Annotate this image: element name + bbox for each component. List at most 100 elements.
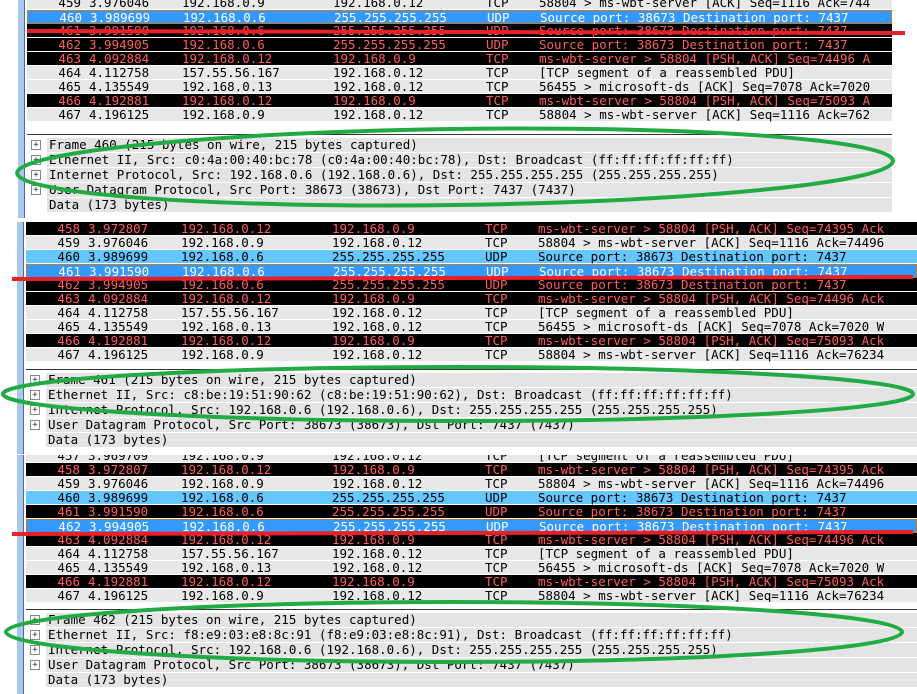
packet-time: 4.092884 [88,533,149,547]
packet-proto: UDP [486,24,509,38]
packet-info: Source port: 38673 Destination port: 743… [538,491,847,505]
packet-row[interactable]: 457 3.969709 192.168.0.9 192.168.0.12 TCP [TC… [26,455,917,463]
packet-row[interactable]: 459 3.976046 192.168.0.9 192.168.0.12 TCP 588… [26,477,917,491]
packet-row[interactable]: 460 3.989699 192.168.0.6 255.255.255.255 UDP… [26,250,917,264]
packet-info: 58804 > ms-wbt-server [ACK] Seq=1116 Ack… [539,0,871,10]
detail-row[interactable]: + Frame 461 (215 bytes on wire, 215 bytes… [26,373,917,387]
expand-plus-icon[interactable]: + [30,660,40,670]
detail-row[interactable]: + User Datagram Protocol, Src Port: 38673… [27,183,892,197]
packet-row[interactable]: 461 3.991590 192.168.0.6 255.255.255.255 UDP… [27,24,892,38]
packet-proto: UDP [486,38,509,52]
packet-row[interactable]: 460 3.989699 192.168.0.6 255.255.255.255 UDP… [26,491,917,505]
packet-row[interactable]: 461 3.991590 192.168.0.6 255.255.255.255 UDP… [26,264,917,279]
packet-src: 192.168.0.6 [181,491,264,505]
packet-row[interactable]: 463 4.092884 192.168.0.12 192.168.0.9 TCP ms-… [26,533,917,547]
packet-row[interactable]: 465 4.135549 192.168.0.13 192.168.0.12 TCP 56… [26,320,917,334]
packet-no: 458 [57,463,80,477]
packet-time: 3.994905 [89,38,150,52]
detail-row[interactable]: Data (173 bytes) [26,433,917,447]
packet-no: 463 [58,52,81,66]
detail-row[interactable]: + User Datagram Protocol, Src Port: 38673… [26,418,917,432]
expand-plus-icon[interactable]: + [30,630,40,640]
detail-row[interactable]: + Frame 460 (215 bytes on wire, 215 bytes… [27,138,892,152]
packet-row[interactable]: 464 4.112758 157.55.56.167 192.168.0.12 TCP [… [27,66,892,80]
expand-plus-icon[interactable]: + [30,390,40,400]
packet-proto: UDP [485,505,508,519]
packet-row[interactable]: 465 4.135549 192.168.0.13 192.168.0.12 TCP 56… [26,561,917,575]
packet-proto: TCP [485,575,508,589]
packet-info: Source port: 38673 Destination port: 743… [538,250,847,264]
packet-proto: TCP [486,80,509,94]
detail-row[interactable]: + Ethernet II, Src: c0:4a:00:40:bc:78 (c0… [27,153,892,167]
detail-row[interactable]: + Frame 462 (215 bytes on wire, 215 bytes… [26,613,917,627]
detail-row[interactable]: + Internet Protocol, Src: 192.168.0.6 (19… [27,168,892,182]
expand-plus-icon[interactable]: + [30,405,40,415]
packet-details[interactable]: + Frame 461 (215 bytes on wire, 215 bytes… [26,369,917,454]
packet-time: 4.192881 [89,94,150,108]
packet-details[interactable]: + Frame 460 (215 bytes on wire, 215 bytes… [27,134,892,218]
packet-row[interactable]: 464 4.112758 157.55.56.167 192.168.0.12 TCP [… [26,547,917,561]
detail-row[interactable]: + Internet Protocol, Src: 192.168.0.6 (19… [26,643,917,657]
packet-proto: TCP [485,561,508,575]
detail-row[interactable]: + Ethernet II, Src: f8:e9:03:e8:8c:91 (f8… [26,628,917,642]
packet-row[interactable]: 460 3.989699 192.168.0.6 255.255.255.255 UDP… [27,10,892,25]
expand-plus-icon[interactable]: + [31,170,41,180]
packet-row[interactable]: 462 3.994905 192.168.0.6 255.255.255.255 UDP… [26,278,917,292]
expand-plus-icon[interactable]: + [31,140,41,150]
detail-row[interactable]: Data (173 bytes) [27,198,892,212]
packet-row[interactable]: 458 3.972807 192.168.0.12 192.168.0.9 TCP ms-… [26,222,917,236]
packet-row[interactable]: 466 4.192881 192.168.0.12 192.168.0.9 TCP ms-… [26,334,917,348]
packet-row[interactable]: 461 3.991590 192.168.0.6 255.255.255.255 UDP… [26,505,917,519]
packet-row[interactable]: 463 4.092884 192.168.0.12 192.168.0.9 TCP ms-… [27,52,892,66]
packet-proto: TCP [485,589,508,602]
packet-list[interactable]: 458 3.972807 192.168.0.12 192.168.0.9 TCP ms-… [26,222,917,362]
packet-src: 192.168.0.12 [181,533,272,547]
packet-row[interactable]: 463 4.092884 192.168.0.12 192.168.0.9 TCP ms-… [26,292,917,306]
packet-row[interactable]: 467 4.196125 192.168.0.9 192.168.0.12 TCP 588… [26,589,917,602]
detail-row[interactable]: + Internet Protocol, Src: 192.168.0.6 (19… [26,403,917,417]
packet-list[interactable]: 457 3.969709 192.168.0.9 192.168.0.12 TCP [TC… [26,455,917,602]
packet-row[interactable]: 467 4.196125 192.168.0.9 192.168.0.12 TCP 588… [26,348,917,362]
packet-row[interactable]: 467 4.196125 192.168.0.9 192.168.0.12 TCP 588… [27,108,892,122]
packet-row[interactable]: 466 4.192881 192.168.0.12 192.168.0.9 TCP ms-… [26,575,917,589]
packet-row[interactable]: 459 3.976046 192.168.0.9 192.168.0.12 TCP 588… [27,0,892,10]
detail-row[interactable]: + User Datagram Protocol, Src Port: 38673… [26,658,917,672]
packet-dst: 192.168.0.9 [332,222,415,236]
detail-row[interactable]: + Ethernet II, Src: c8:be:19:51:90:62 (c8… [26,388,917,402]
packet-info: [TCP segment of a reassembled PDU] [538,455,794,463]
packet-dst: 192.168.0.12 [332,306,423,320]
packet-row[interactable]: 462 3.994905 192.168.0.6 255.255.255.255 UDP… [26,519,917,534]
packet-row[interactable]: 462 3.994905 192.168.0.6 255.255.255.255 UDP… [27,38,892,52]
expand-plus-icon[interactable]: + [31,155,41,165]
packet-no: 459 [58,0,81,10]
window-border [17,222,24,454]
packet-time: 3.991590 [89,24,150,38]
detail-row[interactable]: Data (173 bytes) [26,673,917,687]
packet-proto: TCP [486,52,509,66]
packet-src: 157.55.56.167 [181,547,279,561]
packet-row[interactable]: 458 3.972807 192.168.0.12 192.168.0.9 TCP ms-… [26,463,917,477]
packet-row[interactable]: 465 4.135549 192.168.0.13 192.168.0.12 TCP 56… [27,80,892,94]
expand-plus-icon[interactable]: + [31,185,41,195]
packet-row[interactable]: 464 4.112758 157.55.56.167 192.168.0.12 TCP [… [26,306,917,320]
packet-proto: TCP [486,66,509,80]
packet-src: 157.55.56.167 [181,306,279,320]
packet-row[interactable]: 466 4.192881 192.168.0.12 192.168.0.9 TCP ms-… [27,94,892,108]
detail-text: Frame 461 (215 bytes on wire, 215 bytes … [46,373,917,387]
expand-plus-icon[interactable]: + [30,420,40,430]
expand-plus-icon[interactable]: + [30,645,40,655]
expand-plus-icon[interactable]: + [30,375,40,385]
packet-row[interactable]: 459 3.976046 192.168.0.9 192.168.0.12 TCP 588… [26,236,917,250]
packet-list[interactable]: 459 3.976046 192.168.0.9 192.168.0.12 TCP 588… [27,0,892,128]
packet-src: 192.168.0.12 [181,222,272,236]
packet-dst: 192.168.0.12 [333,66,424,80]
packet-dst: 192.168.0.12 [332,561,423,575]
packet-src: 192.168.0.6 [182,38,265,52]
packet-info: 56455 > microsoft-ds [ACK] Seq=7078 Ack=… [538,320,885,334]
packet-info: 56455 > microsoft-ds [ACK] Seq=7078 Ack=… [539,80,871,94]
expand-plus-icon[interactable]: + [30,615,40,625]
packet-dst: 255.255.255.255 [333,38,446,52]
packet-details[interactable]: + Frame 462 (215 bytes on wire, 215 bytes… [26,609,917,694]
packet-proto: TCP [485,463,508,477]
packet-info: Source port: 38673 Destination port: 743… [539,38,848,52]
